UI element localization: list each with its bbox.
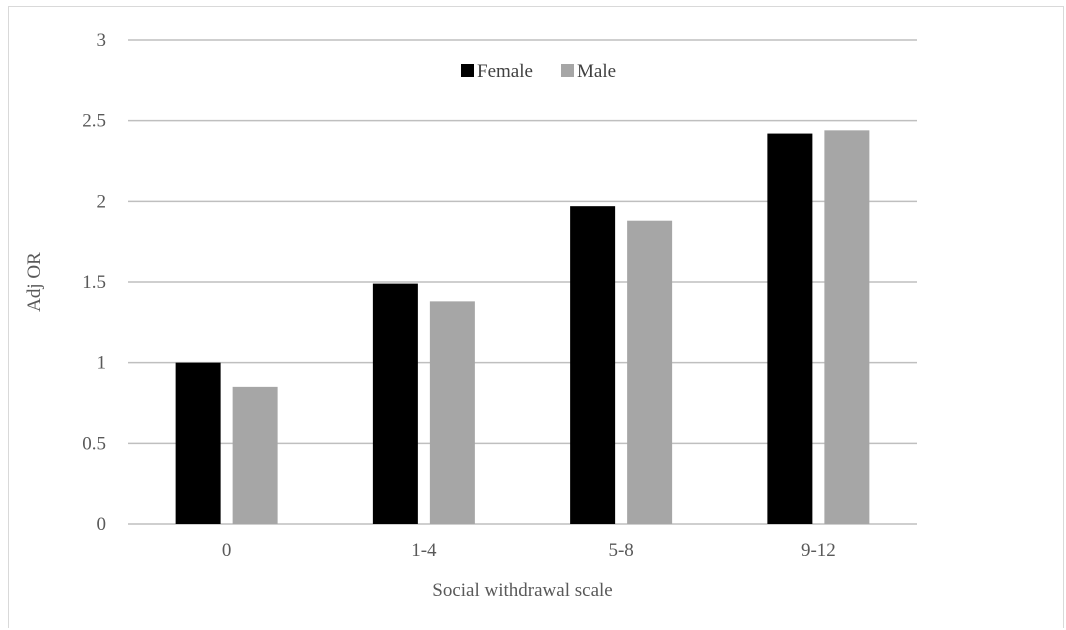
y-tick-label: 2 — [97, 191, 107, 212]
y-tick-label: 2.5 — [82, 111, 106, 132]
y-tick-labels: 0 0.5 1 1.5 2 2.5 3 — [82, 30, 106, 535]
bar-female-5-8 — [570, 206, 616, 524]
bar-female-1-4 — [372, 283, 418, 524]
legend-label-male: Male — [577, 61, 616, 82]
bar-male-0 — [232, 386, 278, 524]
x-tick-label: 0 — [222, 540, 232, 561]
x-tick-label: 5-8 — [608, 540, 633, 561]
chart-frame — [8, 6, 1064, 628]
y-axis-title: Adj OR — [24, 252, 45, 312]
y-tick-label: 0 — [97, 514, 107, 535]
legend-swatch-female — [461, 64, 474, 77]
legend-swatch-male — [561, 64, 574, 77]
y-tick-label: 1.5 — [82, 272, 106, 293]
legend-label-female: Female — [477, 61, 533, 82]
y-tick-label: 0.5 — [82, 433, 106, 454]
x-axis-title: Social withdrawal scale — [432, 580, 612, 601]
bars — [175, 130, 870, 524]
x-tick-labels: 0 1-4 5-8 9-12 — [222, 540, 836, 561]
bar-female-9-12 — [767, 133, 813, 524]
x-tick-label: 9-12 — [801, 540, 836, 561]
bar-male-1-4 — [429, 301, 475, 524]
bar-female-0 — [175, 362, 221, 524]
y-tick-label: 3 — [97, 30, 107, 51]
bar-male-5-8 — [627, 220, 673, 524]
x-tick-label: 1-4 — [411, 540, 437, 561]
bar-male-9-12 — [824, 130, 870, 524]
legend: Female Male — [461, 61, 616, 82]
y-tick-label: 1 — [97, 353, 107, 374]
